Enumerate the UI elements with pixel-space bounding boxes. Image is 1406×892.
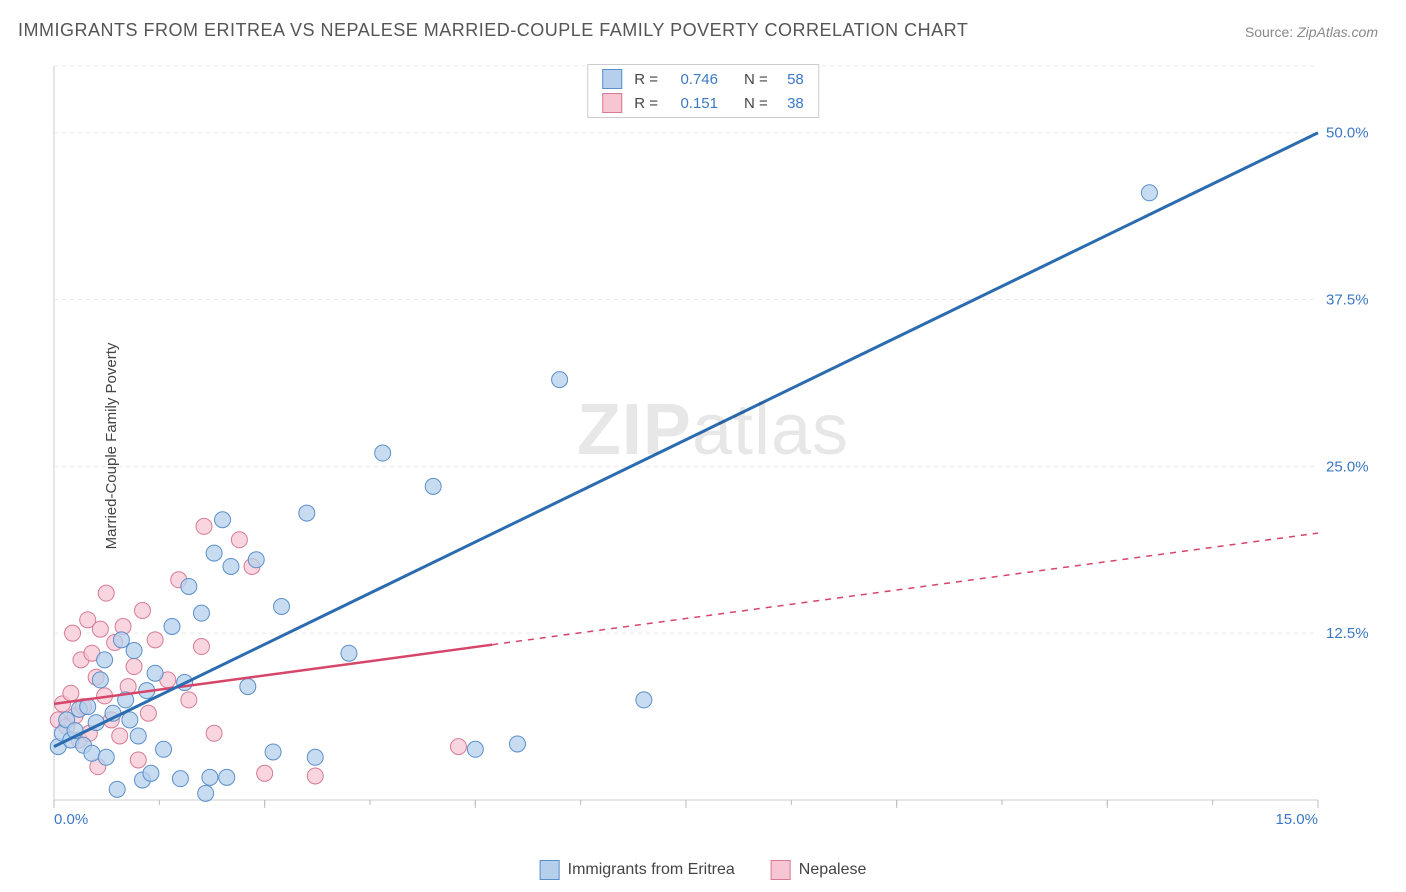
swatch-nepalese: [771, 860, 791, 880]
chart-container: 12.5%25.0%37.5%50.0%0.0%15.0% ZIPatlas: [48, 60, 1378, 830]
r-label: R =: [634, 71, 658, 88]
source-label: Source:: [1245, 24, 1293, 40]
n-label: N =: [744, 71, 768, 88]
legend-item-eritrea: Immigrants from Eritrea: [540, 860, 735, 880]
r-label: R =: [634, 95, 658, 112]
chart-title: IMMIGRANTS FROM ERITREA VS NEPALESE MARR…: [18, 20, 968, 41]
source-attribution: Source: ZipAtlas.com: [1245, 24, 1378, 40]
series-legend: Immigrants from Eritrea Nepalese: [540, 860, 867, 880]
swatch-eritrea: [540, 860, 560, 880]
swatch-nepalese: [602, 93, 622, 113]
n-value-nepalese: 38: [776, 95, 804, 112]
n-label: N =: [744, 95, 768, 112]
legend-label-eritrea: Immigrants from Eritrea: [568, 861, 735, 879]
legend-row-eritrea: R = 0.746 N = 58: [588, 67, 818, 91]
r-value-nepalese: 0.151: [666, 95, 718, 112]
svg-text:50.0%: 50.0%: [1326, 125, 1369, 142]
legend-label-nepalese: Nepalese: [799, 861, 867, 879]
legend-row-nepalese: R = 0.151 N = 38: [588, 91, 818, 115]
svg-text:15.0%: 15.0%: [1275, 811, 1318, 828]
legend-item-nepalese: Nepalese: [771, 860, 867, 880]
scatter-chart: 12.5% 25.0% 37.5% 50.0% 0.0% 15.0%: [48, 60, 1378, 830]
svg-text:25.0%: 25.0%: [1326, 458, 1369, 475]
source-value: ZipAtlas.com: [1297, 24, 1378, 40]
svg-text:37.5%: 37.5%: [1326, 292, 1369, 309]
correlation-legend: R = 0.746 N = 58 R = 0.151 N = 38: [587, 64, 819, 118]
swatch-eritrea: [602, 69, 622, 89]
n-value-eritrea: 58: [776, 71, 804, 88]
svg-text:12.5%: 12.5%: [1326, 625, 1369, 642]
r-value-eritrea: 0.746: [666, 71, 718, 88]
svg-text:0.0%: 0.0%: [54, 811, 88, 828]
